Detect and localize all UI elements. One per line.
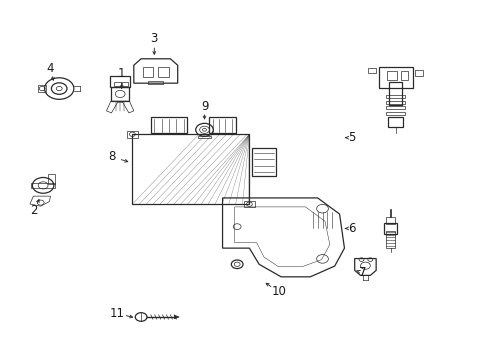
Bar — [158, 67, 168, 77]
Text: 11: 11 — [109, 307, 124, 320]
Bar — [386, 71, 396, 80]
Bar — [414, 70, 422, 76]
Bar — [386, 112, 404, 115]
Bar — [38, 85, 46, 93]
Bar — [110, 76, 130, 87]
Bar — [122, 82, 128, 86]
Bar — [197, 135, 211, 138]
Bar — [114, 82, 121, 86]
Bar — [150, 117, 187, 134]
Text: 10: 10 — [271, 285, 285, 298]
Bar — [386, 95, 404, 98]
Bar — [127, 131, 138, 138]
Bar — [47, 174, 55, 184]
Bar — [400, 71, 407, 80]
Bar — [132, 134, 249, 204]
Text: 1: 1 — [118, 67, 125, 80]
Bar — [244, 201, 254, 207]
Bar — [378, 67, 412, 88]
Bar — [209, 117, 236, 134]
Text: 8: 8 — [108, 150, 115, 163]
Bar — [111, 87, 129, 101]
Text: 6: 6 — [347, 222, 355, 235]
Polygon shape — [174, 315, 179, 319]
Bar — [387, 117, 403, 127]
Bar — [388, 82, 401, 105]
Bar — [148, 81, 163, 84]
Bar — [367, 68, 375, 73]
Bar — [386, 107, 404, 109]
Bar — [386, 231, 394, 248]
Bar — [384, 224, 396, 234]
Text: 4: 4 — [46, 62, 54, 75]
Text: 2: 2 — [30, 204, 38, 217]
Bar — [142, 67, 153, 77]
Text: 7: 7 — [358, 266, 366, 279]
Bar — [386, 101, 404, 104]
Text: 5: 5 — [347, 131, 355, 144]
Bar — [386, 217, 394, 225]
Text: 9: 9 — [201, 100, 208, 113]
Bar — [251, 148, 276, 176]
Bar — [31, 183, 55, 188]
Text: 3: 3 — [150, 32, 158, 45]
